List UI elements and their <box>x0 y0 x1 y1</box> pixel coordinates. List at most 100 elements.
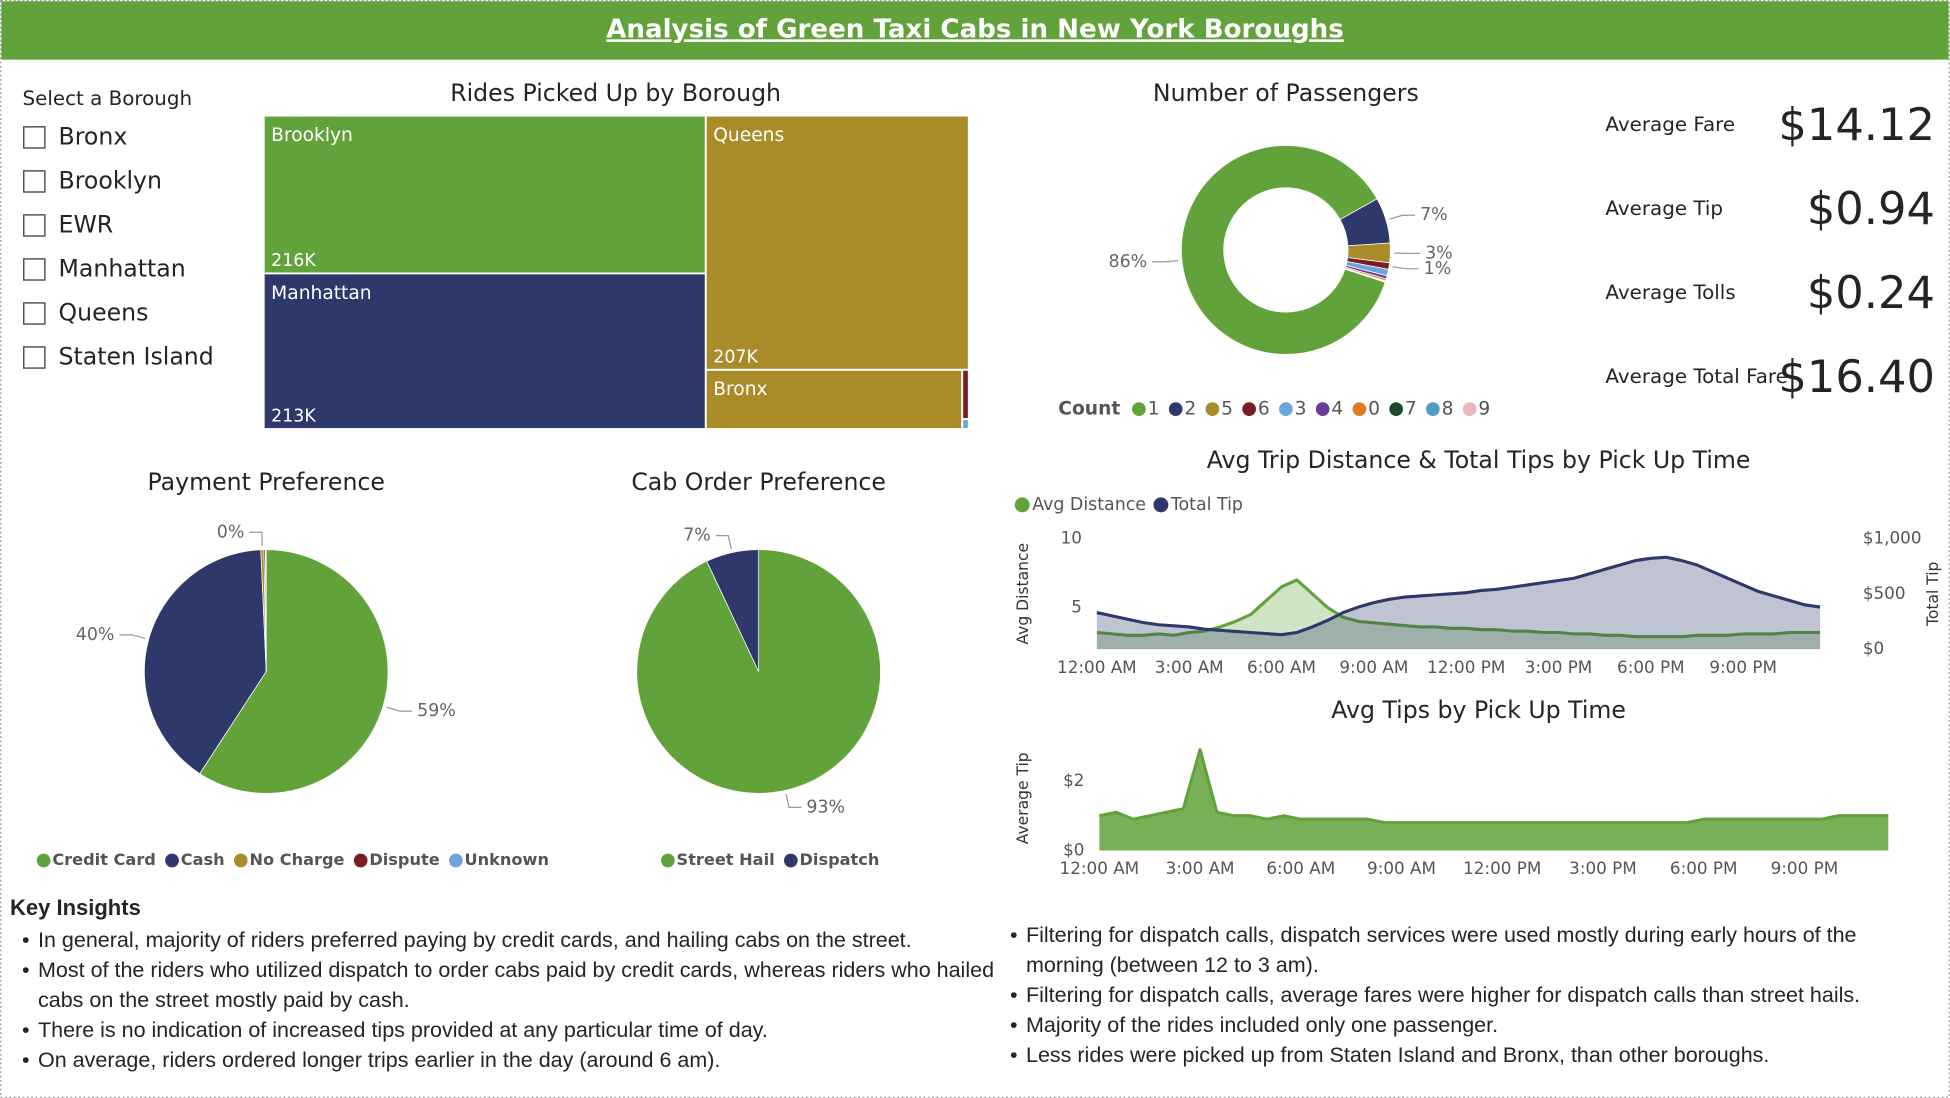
x-tick-label: 6:00 AM <box>1266 858 1335 878</box>
y-tick-label: $2 <box>1063 770 1084 790</box>
insight-item: Majority of the rides included only one … <box>1010 1010 1898 1040</box>
kpi-label: Average Tip <box>1605 197 1723 220</box>
legend-marker <box>1389 402 1403 416</box>
treemap-tile <box>961 418 970 430</box>
tile-value: 216K <box>271 251 316 271</box>
insights-list: Filtering for dispatch calls, dispatch s… <box>998 920 1898 1070</box>
leader-line <box>1152 259 1179 263</box>
data-label: 0% <box>217 522 245 542</box>
chart-title: Cab Order Preference <box>631 468 886 496</box>
legend-label: No Charge <box>249 850 344 869</box>
donut-slice <box>1344 268 1386 283</box>
x-tick-label: 12:00 AM <box>1060 858 1140 878</box>
treemap-tile <box>704 368 964 430</box>
chart-title: Rides Picked Up by Borough <box>450 79 781 107</box>
data-label: 7% <box>1420 205 1448 225</box>
y-axis-title: Avg Distance <box>1014 543 1032 645</box>
tile-label: Manhattan <box>271 283 371 304</box>
legend-marker <box>783 853 798 868</box>
tile-label: Bronx <box>713 379 767 400</box>
y-tick-label: $0 <box>1063 840 1084 860</box>
kpi-value: $14.12 <box>1778 98 1935 151</box>
tile-value: 213K <box>271 407 316 427</box>
slicer-option: Queens <box>59 299 149 327</box>
legend-label: 8 <box>1442 399 1454 420</box>
legend-marker <box>661 853 675 868</box>
legend-marker <box>1315 402 1330 416</box>
legend-label: Avg Distance <box>1032 495 1146 515</box>
data-label: 7% <box>683 526 711 546</box>
checkbox[interactable] <box>22 258 46 281</box>
tile-value: 207K <box>713 347 758 367</box>
pie-slice <box>265 549 267 672</box>
slicer: Bronx Brooklyn EWR Manhattan Queens Staten Is… <box>22 123 214 371</box>
legend-label: 0 <box>1368 399 1380 420</box>
legend-label: Street Hail <box>677 850 775 869</box>
kpi-value: $0.94 <box>1807 182 1935 235</box>
x-tick-label: 12:00 AM <box>1057 657 1137 677</box>
data-label: 3% <box>1425 243 1453 263</box>
insights-right: Filtering for dispatch calls, dispatch s… <box>998 920 1898 1070</box>
x-tick-label: 3:00 PM <box>1525 657 1593 677</box>
x-tick-label: 6:00 AM <box>1247 657 1316 677</box>
legend-marker <box>1426 402 1440 416</box>
legend-marker <box>353 853 368 868</box>
area <box>1099 749 1889 851</box>
pie-slice <box>199 549 389 794</box>
checkbox[interactable] <box>22 214 46 237</box>
x-tick-label: 6:00 PM <box>1617 657 1685 677</box>
checkbox[interactable] <box>22 170 46 193</box>
x-tick-label: 3:00 AM <box>1166 858 1235 878</box>
x-tick-label: 12:00 PM <box>1463 858 1541 878</box>
kpi-label: Average Total Fare <box>1605 365 1787 388</box>
donut-slice <box>1181 145 1386 355</box>
kpi-label: Average Tolls <box>1605 281 1735 304</box>
leader-line <box>119 634 146 640</box>
header-bar <box>1 1 1949 60</box>
x-tick-label: 3:00 AM <box>1155 657 1224 677</box>
legend-marker <box>449 853 463 868</box>
slicer-option: Brooklyn <box>59 167 162 195</box>
legend-marker <box>1014 497 1030 513</box>
legend-label: 3 <box>1295 399 1307 420</box>
checkbox[interactable] <box>22 346 46 369</box>
legend-label: 4 <box>1331 399 1343 420</box>
legend-title: Count <box>1058 399 1120 420</box>
tile-label: Brooklyn <box>271 125 353 146</box>
treemap-tile <box>704 114 970 371</box>
legend-label: Cash <box>181 850 225 869</box>
legend-label: Dispatch <box>800 850 880 869</box>
legend-marker <box>165 853 179 868</box>
header-title: Analysis of Green Taxi Cabs in New York … <box>606 14 1344 44</box>
checkbox[interactable] <box>22 302 46 325</box>
legend-marker <box>1205 402 1220 416</box>
data-label: 59% <box>417 701 456 721</box>
area <box>1096 557 1821 650</box>
slicer-option: Bronx <box>59 123 128 151</box>
x-tick-label: 12:00 PM <box>1427 657 1505 677</box>
x-tick-label: 9:00 PM <box>1771 858 1839 878</box>
insight-item: Most of the riders who utilized dispatch… <box>22 955 995 1015</box>
pie-slice <box>144 549 267 775</box>
insight-item: On average, riders ordered longer trips … <box>22 1045 995 1075</box>
legend-label: Dispute <box>369 850 439 869</box>
treemap-tile <box>961 368 970 421</box>
legend-label: 2 <box>1184 399 1196 420</box>
insights-title: Key Insights <box>10 895 141 920</box>
insights-left: Key Insights In general, majority of rid… <box>10 893 995 1075</box>
treemap-tile <box>262 114 707 275</box>
leader-line <box>386 706 413 712</box>
data-label: 40% <box>76 625 115 645</box>
legend-marker <box>233 853 248 868</box>
chart-title: Payment Preference <box>148 468 385 496</box>
chart-title: Avg Trip Distance & Total Tips by Pick U… <box>1207 446 1751 474</box>
line <box>1096 578 1821 639</box>
legend-label: 9 <box>1478 399 1490 420</box>
insight-item: Filtering for dispatch calls, average fa… <box>1010 980 1898 1010</box>
checkbox[interactable] <box>22 126 46 149</box>
y2-tick-label: $1,000 <box>1863 527 1922 547</box>
legend-marker <box>1242 402 1256 416</box>
slicer-option: Manhattan <box>59 255 186 283</box>
